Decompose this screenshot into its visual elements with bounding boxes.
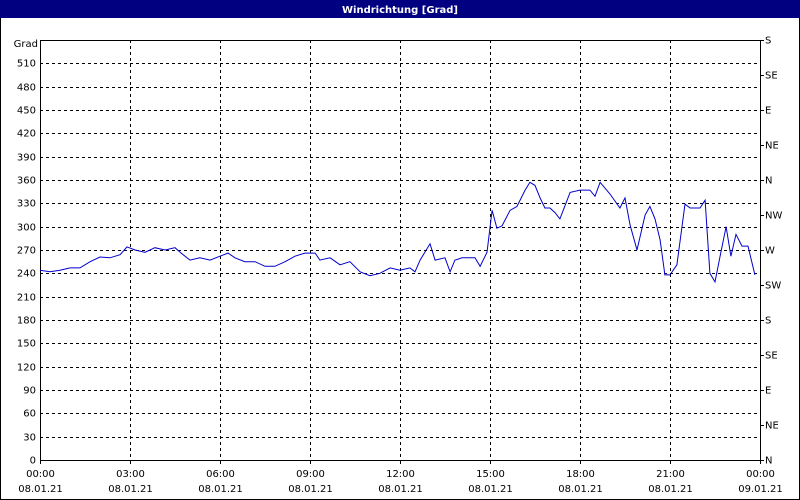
x-tick-label: 09:00 [296, 469, 325, 480]
x-tick-label: 15:00 [476, 469, 505, 480]
y-tick-label: 150 [17, 339, 36, 350]
chart-title: Windrichtung [Grad] [342, 5, 458, 16]
x-tick-date: 08.01.21 [288, 484, 333, 495]
y-tick-label: 30 [23, 433, 36, 444]
x-tick-date: 08.01.21 [558, 484, 603, 495]
x-tick-label: 21:00 [656, 469, 685, 480]
y-tick-label: 300 [17, 223, 36, 234]
y2-tick-label: S [765, 36, 771, 47]
x-tick-date: 09.01.21 [738, 484, 783, 495]
x-tick-label: 12:00 [386, 469, 415, 480]
y2-tick-label: E [765, 386, 771, 397]
x-tick-date: 08.01.21 [468, 484, 513, 495]
y-tick-label: 510 [17, 59, 36, 70]
x-tick-date: 08.01.21 [108, 484, 153, 495]
y2-tick-label: SW [765, 281, 781, 292]
y-axis-label: Grad [14, 39, 38, 50]
y-tick-label: 210 [17, 293, 36, 304]
x-tick-date: 08.01.21 [648, 484, 693, 495]
y-tick-label: 390 [17, 153, 36, 164]
y-tick-label: 420 [17, 129, 36, 140]
x-tick-date: 08.01.21 [198, 484, 243, 495]
y2-tick-label: E [765, 106, 771, 117]
x-tick-label: 00:00 [26, 469, 55, 480]
y-tick-label: 240 [17, 269, 36, 280]
y2-tick-label: SE [765, 351, 778, 362]
y-tick-label: 60 [23, 409, 36, 420]
y2-tick-label: NW [765, 211, 782, 222]
data-line [39, 181, 756, 284]
x-tick-label: 00:00 [746, 469, 775, 480]
y2-tick-label: SE [765, 71, 778, 82]
title-bar [0, 0, 800, 18]
x-tick-label: 06:00 [206, 469, 235, 480]
y2-tick-label: W [765, 246, 775, 257]
x-tick-label: 18:00 [566, 469, 595, 480]
y-tick-label: 120 [17, 363, 36, 374]
y2-tick-label: NE [765, 421, 779, 432]
x-tick-label: 03:00 [116, 469, 145, 480]
y-tick-label: 0 [30, 456, 36, 467]
plot-frame [40, 40, 761, 461]
y-tick-label: 360 [17, 176, 36, 187]
y2-tick-label: N [765, 456, 772, 467]
x-tick-date: 08.01.21 [378, 484, 423, 495]
x-tick-date: 08.01.21 [18, 484, 63, 495]
y-tick-label: 330 [17, 199, 36, 210]
y-tick-label: 90 [23, 386, 36, 397]
y-tick-label: 450 [17, 106, 36, 117]
y2-tick-label: N [765, 176, 772, 187]
y-tick-label: 270 [17, 246, 36, 257]
y2-tick-label: S [765, 316, 771, 327]
y-tick-label: 180 [17, 316, 36, 327]
y-tick-label: 480 [17, 83, 36, 94]
y2-tick-label: NE [765, 141, 779, 152]
